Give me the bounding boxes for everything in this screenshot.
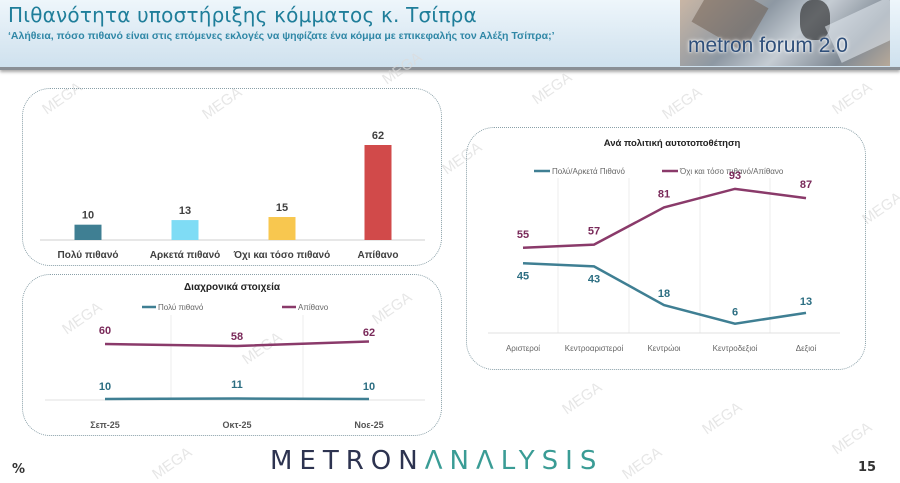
bar	[171, 220, 199, 240]
data-label: 6	[732, 307, 738, 319]
slide-header: Πιθανότητα υποστήριξης κόμματος κ. Τσίπρ…	[0, 0, 900, 70]
data-label: 57	[588, 226, 600, 238]
data-label: 60	[99, 325, 111, 337]
data-label: 18	[658, 288, 670, 300]
data-label: 11	[231, 379, 243, 391]
x-axis-label: Οκτ-25	[222, 420, 251, 430]
data-label: 62	[363, 327, 375, 339]
legend-label: Όχι και τόσο πιθανό/Απίθανο	[679, 167, 784, 176]
bar	[364, 145, 392, 240]
data-label: 45	[517, 270, 529, 282]
x-axis-label: Νοε-25	[354, 420, 383, 430]
metron-analysis-logo: METRONΛNΛLYSIS	[270, 446, 604, 476]
bar-value-label: 10	[82, 210, 94, 222]
slide-title: Πιθανότητα υποστήριξης κόμματος κ. Τσίπρ…	[8, 3, 477, 27]
bar	[268, 217, 296, 240]
bar-value-label: 13	[179, 205, 191, 217]
unit-label: %	[12, 462, 26, 477]
trend-chart-panel	[22, 274, 442, 436]
bar-chart: 10 Πολύ πιθανό 13 Αρκετά πιθανό 15 Όχι και τό…	[40, 130, 425, 261]
x-axis-label: Κεντροδεξιοί	[713, 344, 758, 353]
data-label: 10	[363, 381, 375, 393]
ideology-line-chart: Ανά πολιτική αυτοτοποθέτηση Πολύ/Αρκετά Π…	[488, 138, 840, 353]
bar-value-label: 15	[276, 202, 288, 214]
data-label: 81	[658, 188, 670, 200]
data-label: 55	[517, 229, 529, 241]
logo-text: metron forum 2.0	[688, 34, 848, 57]
chart-title: Διαχρονικά στοιχεία	[184, 282, 281, 293]
x-axis-label: Αριστεροί	[506, 344, 540, 353]
x-axis-label: Σεπ-25	[90, 420, 120, 430]
trend-line-chart: Διαχρονικά στοιχεία Πολύ πιθανό Απίθανο 10 1…	[45, 282, 425, 430]
metron-forum-logo: metron forum 2.0	[680, 0, 890, 66]
bar-category-label: Απίθανο	[358, 250, 399, 261]
bar-category-label: Αρκετά πιθανό	[150, 250, 221, 261]
ideology-chart-panel	[466, 127, 866, 370]
data-label: 58	[231, 331, 243, 343]
page-number: 15	[858, 460, 877, 475]
bar-value-label: 62	[372, 130, 384, 142]
data-label: 13	[800, 296, 812, 308]
data-label: 87	[800, 179, 812, 191]
legend-label: Πολύ/Αρκετά Πιθανό	[552, 167, 625, 176]
x-axis-label: Κεντρώοι	[647, 344, 680, 353]
data-label: 10	[99, 381, 111, 393]
bar	[74, 224, 102, 240]
question-text: ‘Αλήθεια, πόσο πιθανό είναι στις επόμενε…	[8, 30, 555, 42]
data-label: 93	[729, 170, 741, 182]
bar-category-label: Όχι και τόσο πιθανό	[233, 250, 330, 261]
legend-label: Πολύ πιθανό	[158, 303, 204, 312]
x-axis-label: Δεξιοί	[796, 344, 817, 353]
bar-chart-panel	[22, 88, 442, 266]
legend-label: Απίθανο	[298, 303, 329, 312]
bar-category-label: Πολύ πιθανό	[58, 250, 119, 261]
x-axis-label: Κεντροαριστεροί	[565, 344, 624, 353]
data-label: 43	[588, 273, 600, 285]
chart-title: Ανά πολιτική αυτοτοποθέτηση	[604, 138, 741, 149]
